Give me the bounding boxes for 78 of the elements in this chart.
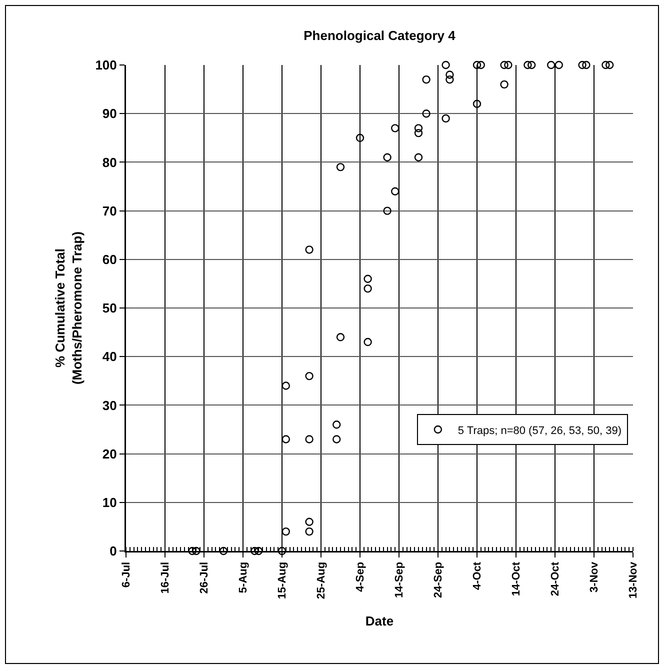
point (476, 60, 485, 70)
y-tick-label: 100 (95, 58, 117, 73)
point (332, 420, 341, 429)
point (250, 546, 259, 556)
y-tick-label: 50 (102, 300, 117, 316)
point (364, 284, 372, 293)
point (414, 128, 423, 138)
point (282, 435, 290, 444)
point (500, 60, 508, 70)
point (582, 60, 590, 70)
point (578, 60, 586, 70)
point (472, 60, 482, 70)
point (391, 187, 400, 196)
point (336, 162, 345, 172)
chart-title: Phenological Category 4 (304, 28, 456, 44)
point (422, 75, 430, 84)
y-tick-label: 60 (102, 252, 117, 267)
point (188, 546, 196, 556)
point (442, 114, 450, 123)
y-tick-label: 0 (110, 544, 117, 559)
point (332, 435, 341, 444)
point (446, 70, 454, 79)
x-axis-title: Date (365, 614, 394, 629)
x-tick-label: 16-Jul (160, 562, 172, 594)
point (422, 110, 430, 118)
point (500, 80, 508, 89)
point (192, 546, 200, 556)
legend-label: 5 Traps; n=80 (57, 26, 53, 50, 39) (458, 424, 622, 437)
x-tick-label: 15-Aug (276, 562, 289, 600)
point (602, 60, 610, 70)
y-axis-title: % Cumulative Total (Moths/Pheromone Trap) (52, 231, 84, 385)
point (305, 246, 314, 254)
point (391, 124, 400, 132)
y-tick-label: 10 (102, 494, 117, 510)
y-tick-label: 40 (102, 349, 117, 364)
point (446, 75, 454, 84)
y-tick-label: 70 (102, 203, 117, 218)
point (442, 60, 450, 70)
point (282, 527, 290, 536)
point (254, 546, 263, 556)
point (336, 333, 345, 342)
point (472, 100, 482, 108)
x-tick-label: 26-Jul (198, 562, 211, 594)
point (383, 206, 392, 215)
y-tick-label: 20 (102, 446, 117, 462)
point (528, 60, 536, 70)
point (364, 274, 372, 283)
x-tick-label: 6-Jul (120, 562, 133, 588)
x-tick-label: 4-Sep (354, 562, 367, 592)
point (305, 518, 314, 526)
point (356, 134, 364, 142)
point (547, 60, 556, 70)
y-tick-label: 90 (102, 106, 117, 122)
y-tick-label: 80 (102, 154, 117, 170)
point (305, 435, 314, 444)
x-tick-label: 13-Nov (628, 561, 640, 599)
point (524, 60, 532, 70)
point (414, 153, 423, 162)
x-tick-label: 24-Sep (432, 562, 445, 598)
point (278, 546, 286, 556)
x-tick-label: 3-Nov (588, 561, 601, 592)
point (305, 372, 314, 380)
point (504, 60, 512, 70)
x-tick-label: 14-Oct (510, 562, 523, 596)
point (383, 153, 392, 162)
point (219, 546, 228, 556)
x-tick-label: 24-Oct (550, 562, 562, 596)
point (364, 338, 372, 346)
point (282, 382, 290, 390)
point (554, 60, 563, 70)
point (414, 124, 423, 132)
point (606, 60, 614, 70)
x-tick-label: 4-Oct (472, 562, 484, 590)
x-tick-label: 14-Sep (394, 562, 406, 598)
x-tick-label: 5-Aug (238, 562, 250, 594)
y-tick-label: 30 (102, 398, 117, 413)
point (305, 527, 314, 536)
x-tick-label: 25-Aug (316, 562, 328, 600)
